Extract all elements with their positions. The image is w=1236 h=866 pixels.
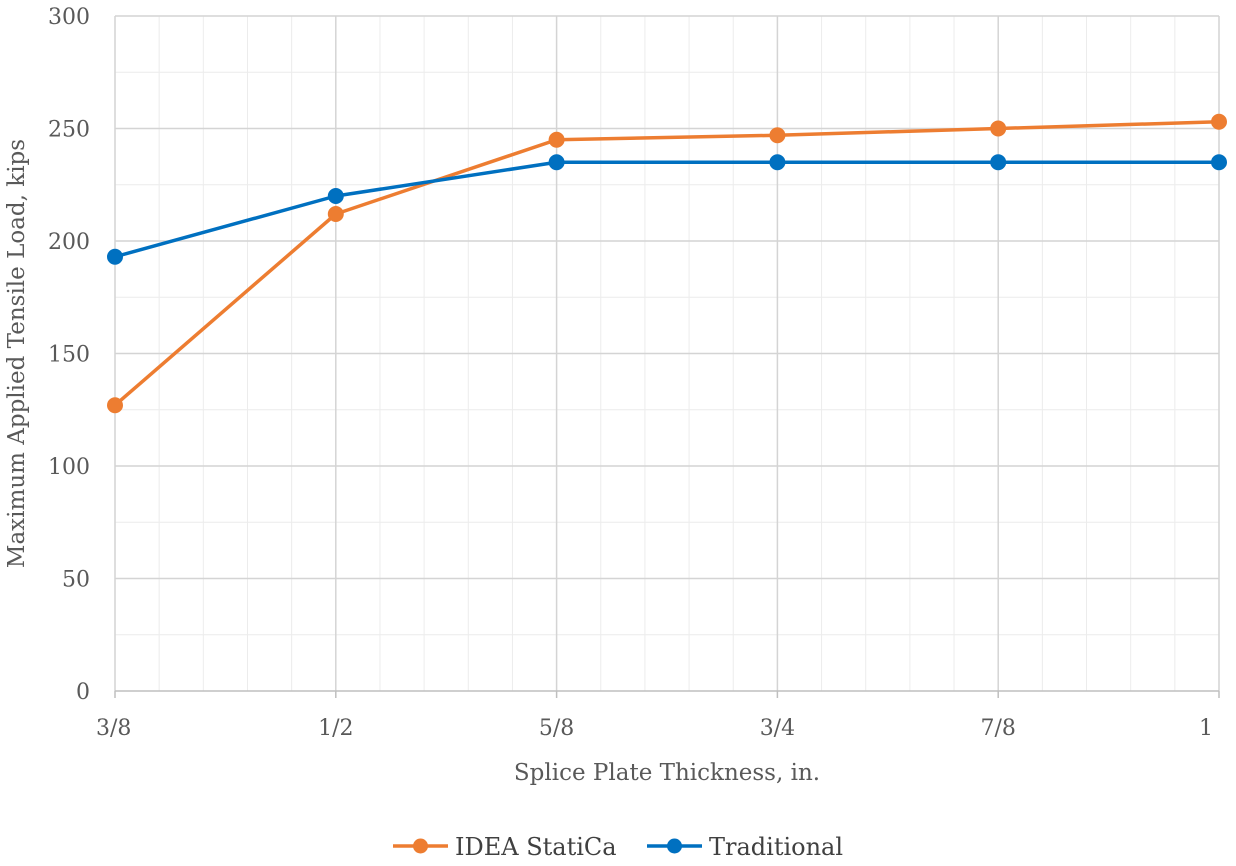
x-tick-label: 1/2: [318, 716, 353, 741]
data-point: [769, 154, 786, 171]
series-line: [113, 120, 1220, 407]
y-tick-label: 150: [48, 343, 90, 368]
legend: IDEA StatiCa Traditional: [393, 833, 843, 861]
y-tick-label: 200: [48, 230, 90, 255]
data-point: [548, 131, 565, 148]
y-tick-label: 100: [48, 455, 90, 480]
x-axis-title: Splice Plate Thickness, in.: [514, 760, 820, 786]
data-point: [1211, 154, 1227, 171]
series-layer: [107, 113, 1227, 414]
data-point: [1211, 113, 1227, 130]
legend-label: IDEA StatiCa: [455, 833, 617, 861]
x-tick-labels: 3/8 1/2 5/8 3/4 7/8 1: [96, 716, 1213, 741]
legend-label: Traditional: [709, 833, 843, 861]
series-1: [107, 154, 1227, 265]
data-point: [769, 127, 786, 144]
data-point: [107, 397, 123, 414]
legend-entry: Traditional: [647, 833, 843, 861]
data-point: [548, 154, 565, 171]
data-point: [327, 188, 344, 204]
data-point: [990, 154, 1007, 171]
data-point: [107, 248, 123, 265]
data-point: [990, 120, 1007, 137]
data-point: [327, 206, 344, 222]
x-tick-label: 3/8: [96, 716, 131, 741]
axes: [114, 690, 1220, 698]
y-tick-labels: 0 50 100 150 200 250 300: [48, 5, 90, 705]
y-tick-label: 0: [76, 680, 90, 705]
major-gridlines: [114, 15, 1220, 691]
y-tick-label: 250: [48, 118, 90, 143]
x-tick-label: 5/8: [539, 716, 574, 741]
x-tick-label: 1: [1199, 716, 1213, 741]
legend-marker: [413, 838, 428, 854]
y-tick-label: 50: [62, 568, 90, 593]
series-0: [107, 113, 1227, 414]
y-tick-label: 300: [48, 5, 90, 30]
x-tick-label: 7/8: [980, 716, 1015, 741]
legend-entry: IDEA StatiCa: [393, 833, 617, 861]
x-tick-label: 3/4: [760, 716, 795, 741]
series-line: [114, 160, 1219, 259]
legend-marker: [667, 838, 682, 854]
y-axis-title: Maximum Applied Tensile Load, kips: [4, 139, 30, 568]
